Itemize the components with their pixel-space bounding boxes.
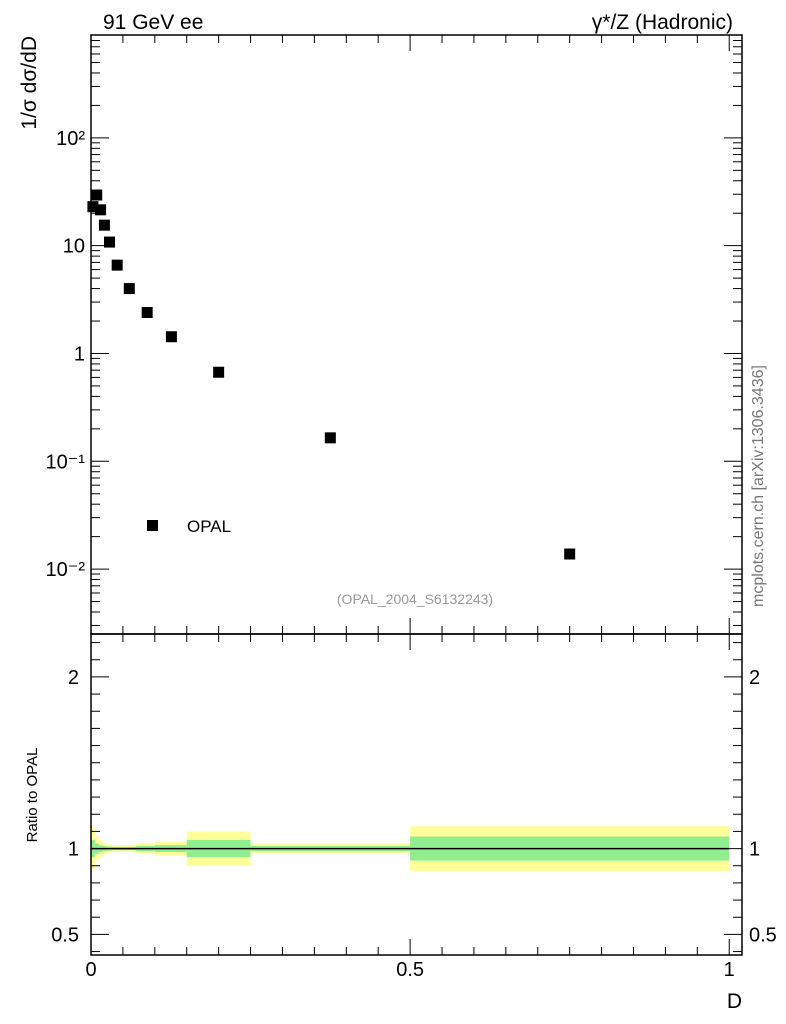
title-left: 91 GeV ee: [103, 11, 203, 34]
x-axis-ticks: [90, 35, 730, 955]
x-axis-label: D: [727, 990, 742, 1013]
main-ylabel: 1/σ dσ/dD: [18, 36, 41, 130]
title-right: γ*/Z (Hadronic): [592, 11, 733, 34]
data-point: [141, 306, 153, 318]
data-point: [165, 331, 177, 343]
main-y-tick-label: 10⁻¹: [46, 451, 86, 473]
main-y-tick-label: 1: [74, 343, 85, 365]
main-y-tick-label: 10²: [56, 128, 85, 150]
x-tick-label: 0: [85, 959, 96, 981]
data-markers: [87, 189, 576, 560]
ratio-ylabel: Ratio to OPAL: [24, 748, 41, 843]
ratio-y-tick-label: 1: [68, 839, 79, 861]
main-y-tick-label: 10: [63, 236, 85, 258]
ratio-y-tick-label-right: 0.5: [749, 924, 777, 946]
main-y-tick-label: 10⁻²: [46, 559, 86, 581]
ratio-y-tick-label: 0.5: [51, 924, 79, 946]
ratio-y-tick-label-right: 1: [749, 839, 760, 861]
data-point: [111, 259, 123, 271]
main-frame: [90, 34, 743, 635]
x-tick-label: 0.5: [396, 959, 424, 981]
analysis-label: (OPAL_2004_S6132243): [337, 591, 493, 607]
main-axis-ticks: [91, 34, 742, 626]
ratio-frame: [90, 633, 743, 956]
ratio-axis-ticks: [91, 642, 742, 953]
data-point: [564, 548, 576, 560]
data-point: [324, 432, 336, 444]
legend-marker: [147, 520, 158, 531]
ratio-y-tick-label: 2: [68, 667, 79, 689]
data-point: [95, 204, 107, 216]
data-point: [98, 219, 110, 231]
mcplots-label: mcplots.cern.ch [arXiv:1306.3436]: [750, 365, 767, 607]
legend-label: OPAL: [187, 517, 231, 536]
data-point: [87, 201, 99, 213]
x-tick-label: 1: [724, 959, 735, 981]
data-point: [213, 366, 225, 378]
data-point: [123, 283, 135, 295]
ratio-y-tick-label-right: 2: [749, 667, 760, 689]
data-point: [91, 189, 103, 201]
tick-labels: 10⁻² 10⁻¹ 1 10 10² 0.5 0.5 1 1 2 2 0 0.5 1: [46, 128, 777, 981]
data-point: [104, 236, 116, 248]
